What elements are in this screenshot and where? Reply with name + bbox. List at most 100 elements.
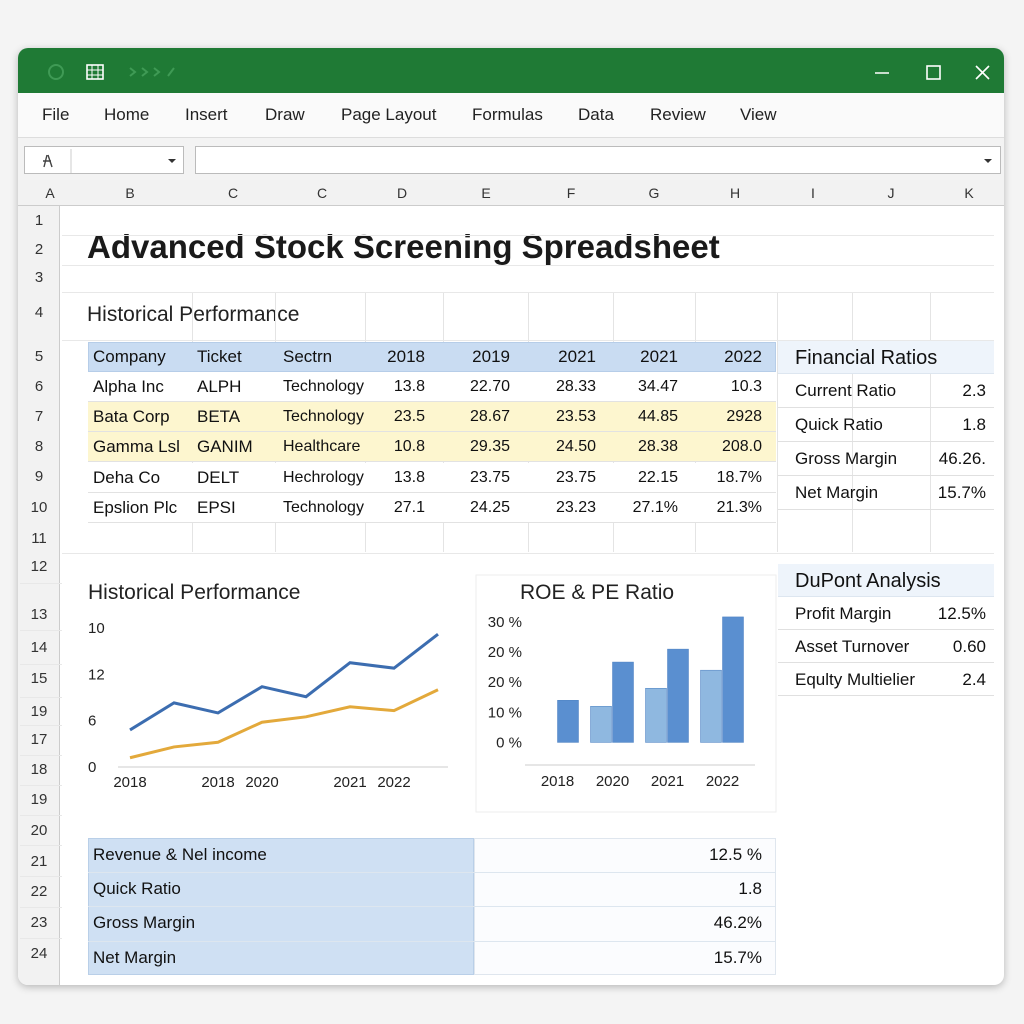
panel-label: Asset Turnover [795, 636, 910, 656]
formula-input[interactable] [195, 146, 1001, 174]
x-tick-label: 2021 [333, 774, 366, 791]
grid-line [20, 630, 62, 631]
table-header-cell: 2019 [472, 347, 510, 366]
column-label: F [566, 185, 576, 201]
panel-value: 46.26. [938, 449, 986, 468]
table-cell: 23.53 [555, 408, 596, 426]
name-box[interactable] [24, 146, 184, 174]
table-cell: Technology [283, 378, 364, 395]
table-cell: 13.8 [393, 378, 425, 395]
table-cell: 27.1 [393, 498, 425, 516]
panel-value: 2.3 [962, 381, 986, 400]
bar [667, 648, 689, 743]
table-header-cell: Company [93, 347, 166, 366]
column-label: K [964, 185, 974, 201]
y-tick-label: 20 % [488, 644, 522, 661]
row-label: 24 [30, 945, 48, 962]
name-box-icons [43, 149, 176, 173]
table-header-cell: Ticket [197, 347, 242, 366]
bar [557, 700, 579, 743]
bar [612, 661, 634, 743]
menu-item[interactable]: Insert [185, 105, 228, 124]
grid-line [62, 340, 994, 341]
menu-item[interactable]: Formulas [472, 105, 543, 124]
row-label: 10 [30, 499, 48, 516]
grid-line [20, 876, 62, 877]
formula-dropdown [984, 159, 992, 163]
column-label: D [396, 185, 408, 201]
column-label: I [811, 185, 815, 201]
row-label: 4 [34, 304, 44, 321]
table-cell: GANIM [197, 437, 253, 457]
x-tick-label: 2020 [596, 773, 629, 790]
row-label: 17 [30, 731, 48, 748]
menu-item[interactable]: Draw [265, 105, 305, 124]
menu-item[interactable]: Page Layout [341, 105, 437, 124]
table-cell: Technology [283, 408, 364, 426]
panel-title-bg [778, 564, 994, 597]
title-bar-icons [48, 64, 990, 80]
row-label: 1 [34, 212, 44, 229]
x-tick-label: 2018 [113, 774, 146, 791]
panel-label: Profit Margin [795, 603, 892, 623]
y-tick-label: 0 [88, 759, 96, 776]
summary-value: 1.8 [738, 879, 762, 899]
section-title: Historical Performance [87, 303, 300, 326]
panel-title: DuPont Analysis [795, 569, 941, 592]
table-cell: DELT [197, 467, 240, 487]
grid-line [930, 292, 931, 552]
table-row [88, 432, 776, 463]
table-cell: EPSI [197, 497, 236, 517]
table-cell: Gamma Lsl [93, 437, 180, 457]
table-cell: 28.67 [469, 408, 510, 426]
line-series [129, 688, 439, 760]
table-cell: ALPH [197, 377, 242, 396]
chart-title: Historical Performance [88, 581, 300, 604]
table-cell: 28.38 [637, 438, 678, 456]
menu-item[interactable]: View [740, 105, 777, 124]
grid-line [20, 697, 62, 698]
grid-line [852, 292, 853, 552]
menu-item[interactable]: File [42, 105, 70, 124]
grid-line [20, 815, 62, 816]
table-cell: 34.47 [637, 378, 678, 395]
panel-value: 0.60 [952, 636, 986, 656]
column-label: H [729, 185, 741, 201]
panel-value: 2.4 [962, 669, 986, 689]
column-label: B [125, 185, 135, 201]
bar [722, 616, 744, 743]
panel-value: 1.8 [962, 415, 986, 434]
table-cell: 23.75 [555, 468, 596, 486]
table-header-bg [88, 342, 776, 372]
row-label: 9 [34, 468, 44, 485]
grid-line [20, 938, 62, 939]
menu-item[interactable]: Data [578, 105, 614, 124]
table-cell: 208.0 [721, 438, 762, 456]
table-cell: 24.50 [555, 438, 596, 456]
column-header [18, 180, 1004, 206]
x-tick-label: 2022 [706, 773, 739, 790]
table-cell: 44.85 [637, 408, 678, 426]
row-label: 18 [30, 761, 48, 778]
menu-item[interactable]: Home [104, 105, 150, 124]
bar [700, 669, 722, 743]
column-label: A [45, 185, 55, 201]
row-label: 2 [34, 241, 44, 258]
x-tick-label: 2022 [377, 774, 410, 791]
row-label: 15 [30, 670, 48, 687]
table-cell: 21.3% [716, 498, 762, 516]
table-cell: 22.15 [637, 468, 678, 486]
table-cell: Hechrology [283, 468, 364, 486]
grid-line [20, 755, 62, 756]
row-label: 14 [30, 639, 48, 656]
summary-label: Revenue & Nel income [93, 845, 267, 864]
table-cell: 2928 [726, 408, 762, 426]
menu-item[interactable]: Review [650, 105, 706, 124]
x-tick-label: 2020 [245, 774, 278, 791]
panel-value: 12.5% [937, 603, 986, 623]
row-label: 7 [34, 408, 44, 425]
summary-label: Net Margin [93, 947, 177, 967]
table-header-cell: 2022 [724, 347, 762, 366]
bar [590, 706, 612, 743]
